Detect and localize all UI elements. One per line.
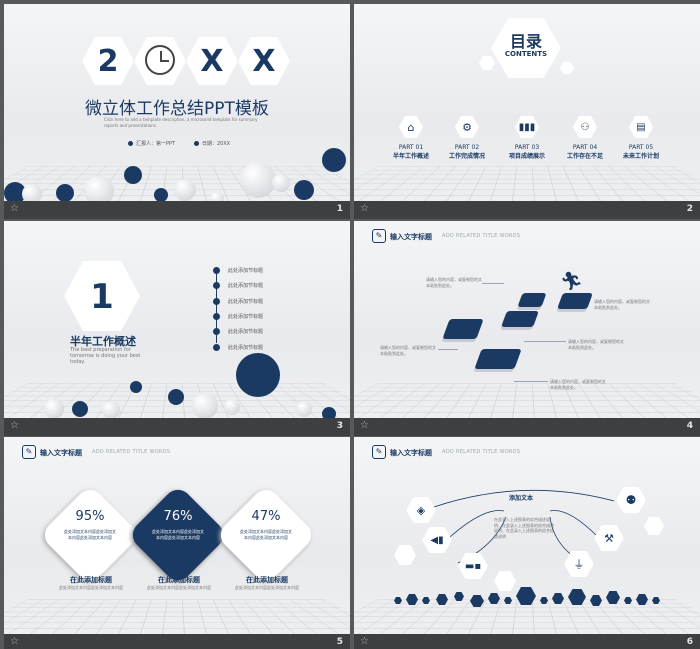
- header-subtitle: ADD RELATED TITLE WORDS: [442, 233, 520, 239]
- plug-icon: ⏚: [574, 556, 585, 572]
- home-icon: ⌂: [408, 121, 415, 134]
- stat-percent: 47%: [230, 509, 302, 524]
- slide-3-thumbnail[interactable]: 1 半年工作概述 The best preparation for tomorr…: [4, 221, 350, 436]
- toc-item-part-04[interactable]: ⚇ PART 04 工作存在不足: [560, 116, 610, 160]
- tools-icon: ⚒: [604, 532, 614, 545]
- text-block: 请输入您的内容，或复制您的文本粘贴到此处。: [594, 299, 652, 310]
- part-label: 项目成绩展示: [502, 151, 552, 160]
- year-digit-2: 2: [82, 44, 134, 79]
- toc-item-part-02[interactable]: ⚙ PART 02 工作完成情况: [442, 116, 492, 160]
- part-number: PART 04: [560, 144, 610, 151]
- stat-title: 在此添加标题: [46, 575, 136, 585]
- part-label: 未来工作计划: [616, 151, 666, 160]
- part-number: PART 05: [616, 144, 666, 151]
- stat-text: 此处添加文本内容此处添加文本内容此处添加文本内容: [240, 529, 292, 540]
- header-subtitle: ADD RELATED TITLE WORDS: [92, 449, 170, 455]
- slide-title: 微立体工作总结PPT模板: [4, 94, 350, 119]
- stat-description: 此处添加文本内容此处添加文本内容: [56, 585, 126, 591]
- text-block: 请输入您的内容，或复制您的文本粘贴到此处。: [380, 345, 438, 356]
- toc-title: 目录: [491, 28, 561, 52]
- slide-1-thumbnail[interactable]: 2 X X 微立体工作总结PPT模板 Click here to add a t…: [4, 4, 350, 219]
- section-number: 1: [64, 277, 140, 317]
- part-label: 工作完成情况: [442, 151, 492, 160]
- user-icon: ⚉: [626, 493, 637, 507]
- section-item[interactable]: 此处添加节标题: [228, 328, 263, 335]
- year-char-x1: X: [186, 44, 238, 79]
- edit-icon: ✎: [22, 445, 36, 459]
- section-item-list: 此处添加节标题 此处添加节标题 此处添加节标题 此处添加节标题 此处添加节标题 …: [213, 263, 263, 355]
- stat-description: 此处添加文本内容此处添加文本内容: [144, 585, 214, 591]
- center-title: 添加文本: [509, 493, 533, 502]
- slide-2-thumbnail[interactable]: 目录 CONTENTS ⌂ PART 01 半年工作概述 ⚙ PART 02 工…: [354, 4, 700, 219]
- toc-subtitle: CONTENTS: [491, 50, 561, 58]
- megaphone-icon: ◀▮: [430, 535, 443, 546]
- header-title: 输入文字标题: [40, 448, 82, 458]
- part-label: 工作存在不足: [560, 151, 610, 160]
- stat-percent: 76%: [142, 509, 214, 524]
- truck-icon: ▬▪: [465, 561, 481, 572]
- star-icon[interactable]: ☆: [10, 203, 19, 214]
- slide-4-thumbnail[interactable]: ✎ 输入文字标题 ADD RELATED TITLE WORDS 🏃︎ 请输入您…: [354, 221, 700, 436]
- book-icon: ▤: [636, 122, 645, 133]
- header-title: 输入文字标题: [390, 232, 432, 242]
- slide-number: 6: [687, 637, 693, 647]
- part-number: PART 03: [502, 144, 552, 151]
- date-label: 日期：20XX: [202, 140, 230, 147]
- slide-number: 4: [687, 421, 693, 431]
- star-icon[interactable]: ☆: [360, 636, 369, 647]
- running-man-icon: 🏃︎: [560, 271, 583, 292]
- toc-item-part-01[interactable]: ⌂ PART 01 半年工作概述: [386, 116, 436, 160]
- stat-description: 此处添加文本内容此处添加文本内容: [232, 585, 302, 591]
- stat-percent: 95%: [54, 509, 126, 524]
- text-block: 请输入您的内容，或复制您的文本粘贴到此处。: [426, 277, 484, 288]
- reporter-label: 汇报人：第一PPT: [136, 140, 175, 147]
- stat-title: 在此添加标题: [134, 575, 224, 585]
- star-icon[interactable]: ☆: [10, 420, 19, 431]
- star-icon[interactable]: ☆: [10, 636, 19, 647]
- slide-5-thumbnail[interactable]: ✎ 输入文字标题 ADD RELATED TITLE WORDS 95% 此处添…: [4, 437, 350, 649]
- year-char-x2: X: [238, 44, 290, 79]
- slide-6-thumbnail[interactable]: ✎ 输入文字标题 ADD RELATED TITLE WORDS 添加文本 在此…: [354, 437, 700, 649]
- toc-item-part-05[interactable]: ▤ PART 05 未来工作计划: [616, 116, 666, 160]
- slide-number: 2: [687, 204, 693, 214]
- edit-icon: ✎: [372, 229, 386, 243]
- stat-title: 在此添加标题: [222, 575, 312, 585]
- template-description: Click here to add a template description…: [104, 117, 264, 128]
- clock-icon: [145, 45, 175, 75]
- section-item[interactable]: 此处添加节标题: [228, 313, 263, 320]
- gears-icon: ⚙: [462, 121, 472, 134]
- toc-item-part-03[interactable]: ▮▮▮ PART 03 项目成绩展示: [502, 116, 552, 160]
- part-number: PART 01: [386, 144, 436, 151]
- section-item[interactable]: 此处添加节标题: [228, 282, 263, 289]
- diamond-icon: ◈: [417, 504, 425, 517]
- section-item[interactable]: 此处添加节标题: [228, 344, 263, 351]
- part-label: 半年工作概述: [386, 151, 436, 160]
- section-item[interactable]: 此处添加节标题: [228, 298, 263, 305]
- section-description: The best preparation for tomorrow is doi…: [70, 347, 150, 365]
- section-item[interactable]: 此处添加节标题: [228, 267, 263, 274]
- center-text: 在此录入上述图表的综合描述说明，在此录入上述图表的综合描述说明，在此录入上述图表…: [494, 517, 556, 539]
- star-icon[interactable]: ☆: [360, 420, 369, 431]
- text-block: 请输入您的内容，或复制您的文本粘贴到此处。: [568, 339, 626, 350]
- slide-number: 1: [337, 204, 343, 214]
- bar-chart-icon: ▮▮▮: [519, 122, 536, 133]
- part-number: PART 02: [442, 144, 492, 151]
- stat-text: 此处添加文本内容此处添加文本内容此处添加文本内容: [152, 529, 204, 540]
- slide-number: 5: [337, 637, 343, 647]
- stat-text: 此处添加文本内容此处添加文本内容此处添加文本内容: [64, 529, 116, 540]
- star-icon[interactable]: ☆: [360, 203, 369, 214]
- people-icon: ⚇: [581, 122, 590, 133]
- slide-number: 3: [337, 421, 343, 431]
- text-block: 请输入您的内容，或复制您的文本粘贴到此处。: [550, 379, 608, 390]
